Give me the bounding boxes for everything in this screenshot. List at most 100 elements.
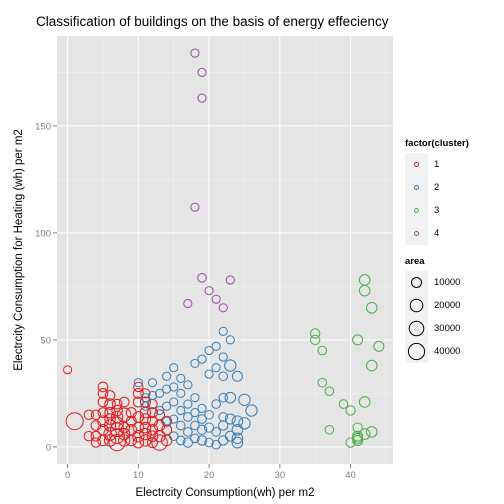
data-point: [139, 413, 152, 425]
data-point: [310, 334, 321, 346]
data-point: [97, 381, 109, 393]
x-tick-label: 30: [275, 470, 286, 481]
data-point: [224, 391, 237, 404]
data-point: [125, 423, 138, 436]
data-point: [352, 432, 364, 444]
data-point: [190, 202, 200, 212]
data-point: [104, 398, 116, 410]
data-point: [147, 378, 158, 388]
data-point: [140, 388, 151, 399]
data-point: [132, 436, 145, 449]
data-point: [196, 424, 208, 435]
data-point: [204, 409, 214, 420]
data-point: [218, 303, 228, 313]
color-legend-item-3: 3: [405, 198, 469, 223]
data-point: [211, 341, 221, 351]
data-point: [324, 424, 335, 435]
data-point: [169, 414, 179, 424]
data-point: [225, 335, 235, 345]
data-point: [118, 421, 130, 434]
data-point: [132, 411, 145, 423]
color-legend-key: [405, 175, 428, 200]
size-legend-key: [405, 293, 428, 318]
data-point: [345, 405, 356, 416]
data-point: [151, 434, 168, 451]
color-legend-key: [405, 198, 428, 223]
data-point: [317, 345, 328, 356]
data-point: [83, 431, 95, 442]
data-point: [317, 377, 328, 388]
data-point: [139, 421, 152, 434]
data-point: [175, 435, 186, 446]
data-point: [183, 427, 193, 437]
series-cluster-1: [63, 365, 173, 452]
color-legend-label: 4: [434, 228, 440, 239]
data-point: [224, 413, 236, 425]
data-point: [211, 363, 221, 373]
color-legend: factor(cluster) 1 2 3 4: [405, 138, 469, 246]
data-point: [104, 406, 116, 419]
data-point: [154, 388, 165, 398]
data-point: [224, 430, 236, 442]
data-point: [133, 378, 143, 388]
y-tick-label: 150: [35, 121, 51, 132]
series-cluster-2: [133, 326, 258, 450]
data-point: [90, 409, 102, 420]
size-legend-item: 20000: [405, 293, 461, 318]
y-tick-label: 100: [35, 228, 51, 239]
data-point: [218, 371, 229, 382]
color-legend-title: factor(cluster): [405, 138, 469, 149]
size-legend-item: 30000: [405, 316, 460, 341]
y-axis-label: Electrcity Consumption for Heating (wh) …: [13, 129, 25, 371]
x-tick-label: 40: [345, 470, 356, 481]
data-point: [116, 407, 132, 423]
legend-marker: [409, 298, 424, 312]
data-point: [132, 429, 145, 443]
data-point: [110, 416, 124, 431]
size-legend-title: area: [405, 256, 425, 267]
data-point: [65, 412, 84, 431]
size-legend-item: 40000: [405, 339, 460, 364]
data-point: [365, 301, 378, 314]
data-point: [132, 396, 144, 408]
data-point: [139, 427, 152, 441]
data-point: [109, 428, 125, 444]
data-point: [197, 354, 207, 364]
data-point: [83, 409, 95, 420]
data-point: [204, 345, 214, 356]
data-point: [231, 370, 243, 382]
data-point: [161, 424, 173, 436]
data-point: [118, 427, 131, 441]
size-legend-item: 10000: [405, 270, 460, 295]
data-point: [218, 392, 229, 403]
data-point: [204, 437, 214, 448]
data-point: [231, 432, 244, 445]
data-point: [139, 434, 152, 447]
color-legend-label: 3: [434, 205, 440, 216]
data-point: [211, 399, 221, 409]
data-point: [154, 405, 165, 416]
data-point: [182, 437, 194, 448]
data-point: [162, 416, 172, 426]
size-legend-label: 20000: [434, 300, 461, 311]
data-point: [352, 334, 364, 346]
data-point: [231, 436, 244, 449]
legend-marker: [408, 320, 425, 336]
color-legend-label: 1: [434, 159, 440, 170]
data-point: [197, 93, 207, 103]
data-point: [211, 427, 221, 437]
data-point: [183, 380, 193, 390]
data-points: [63, 48, 385, 452]
data-point: [146, 407, 158, 419]
data-point: [238, 393, 251, 406]
data-point: [358, 428, 371, 440]
y-tick-label: 50: [40, 335, 51, 346]
data-point: [146, 415, 158, 427]
data-point: [190, 433, 200, 444]
data-point: [110, 410, 124, 424]
data-point: [203, 422, 215, 433]
data-point: [168, 431, 179, 441]
data-point: [183, 298, 193, 309]
data-point: [97, 415, 109, 427]
